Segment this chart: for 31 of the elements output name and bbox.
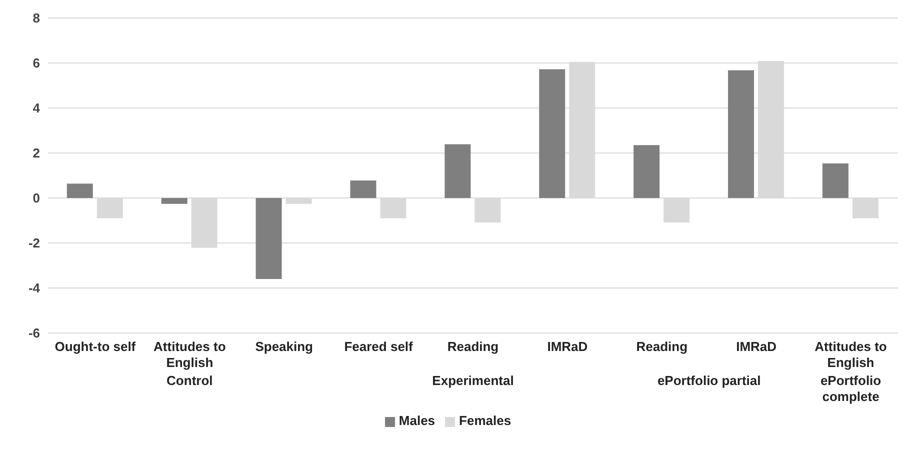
y-tick-label: 2 <box>32 146 40 161</box>
bar <box>161 198 188 204</box>
text: ePortfolio complete <box>820 373 882 404</box>
x-tick-label: Feared self <box>344 339 414 354</box>
y-tick-label: -2 <box>28 236 40 251</box>
bar <box>66 184 93 198</box>
y-tick-label: 8 <box>32 10 40 26</box>
y-tick-label: 6 <box>32 56 40 71</box>
x-tick-label: IMRaD <box>547 339 588 354</box>
text: Experimental <box>432 373 514 388</box>
y-tick-label: -6 <box>28 326 40 341</box>
y-tick-label: 4 <box>32 100 41 116</box>
y-tick-label: -4 <box>28 280 41 296</box>
x-tick-label: Attitudes to English <box>154 339 226 370</box>
x-tick-label: IMRaD <box>736 339 777 354</box>
x-tick-label: Reading <box>636 339 688 354</box>
y-tick-label: 0 <box>32 190 40 206</box>
legend-label: Males <box>398 413 436 428</box>
bar <box>444 144 471 198</box>
x-tick-label: Speaking <box>255 339 314 354</box>
bar <box>728 70 754 198</box>
bar <box>256 198 282 279</box>
text: Control <box>166 373 213 388</box>
legend-label: Females <box>459 413 512 428</box>
bar <box>539 69 566 198</box>
bar <box>350 180 376 198</box>
x-tick-label: Ought-to self <box>54 339 136 354</box>
bar <box>822 163 848 198</box>
text: ePortfolio partial <box>657 373 761 388</box>
bar <box>634 145 660 198</box>
x-tick-label: Reading <box>447 339 499 354</box>
